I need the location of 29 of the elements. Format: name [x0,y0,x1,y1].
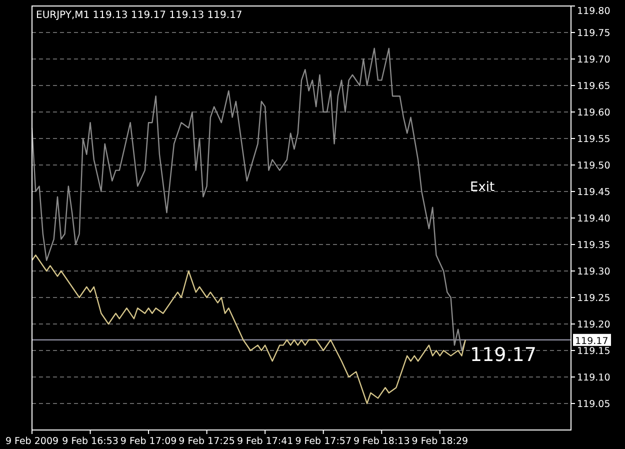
x-tick-label: 9 Feb 17:41 [236,436,294,447]
x-tick-label: 9 Feb 17:57 [295,436,352,447]
y-tick-label: 119.45 [577,187,610,198]
annotation: Exit [470,180,495,195]
y-tick-label: 119.65 [577,81,610,92]
y-tick-label: 119.80 [577,6,610,17]
y-tick-label: 119.50 [577,160,610,172]
y-tick-label: 119.05 [577,399,610,410]
x-tick-label: 9 Feb 17:25 [178,436,235,447]
chart-title: EURJPY,M1 119.13 119.17 119.13 119.17 [36,10,242,21]
x-tick-label: 9 Feb 18:29 [412,436,468,447]
y-tick-label: 119.10 [577,372,610,384]
x-tick-label: 9 Feb 2009 [5,436,59,447]
ref-line-label: 119.17 [470,344,536,366]
y-tick-label: 119.35 [577,240,610,251]
y-tick-label: 119.70 [577,54,610,66]
text: 119.17 [575,336,608,347]
y-tick-label: 119.30 [577,266,610,278]
x-tick-label: 9 Feb 17:09 [120,436,177,447]
y-tick-label: 119.40 [577,214,610,224]
y-tick-label: 119.60 [577,108,610,118]
y-tick-label: 119.75 [577,28,610,39]
y-tick-label: 119.55 [577,134,610,145]
line-series [31,254,466,404]
y-tick-label: 119.25 [577,293,610,304]
y-tick-label: 119.15 [577,346,610,357]
x-tick-label: 9 Feb 18:13 [353,436,410,447]
x-tick-label: 9 Feb 16:53 [62,436,118,447]
y-tick-label: 119.20 [577,320,610,330]
